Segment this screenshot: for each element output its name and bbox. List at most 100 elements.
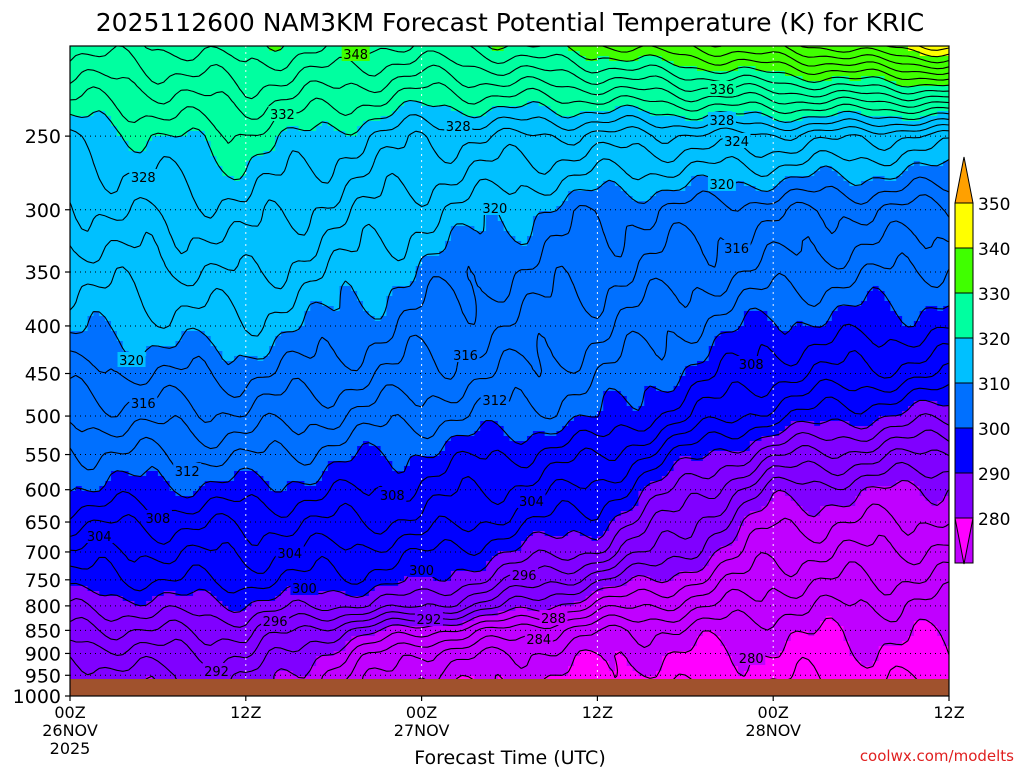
fill-cell xyxy=(263,146,269,152)
fill-cell xyxy=(164,196,170,202)
fill-cell xyxy=(621,81,627,87)
fill-cell xyxy=(457,186,463,192)
fill-cell xyxy=(345,66,351,72)
fill-cell xyxy=(492,161,498,167)
fill-cell xyxy=(896,196,902,202)
fill-cell xyxy=(357,161,363,167)
fill-cell xyxy=(656,161,662,167)
fill-cell xyxy=(697,181,703,187)
fill-cell xyxy=(914,166,920,172)
fill-cell xyxy=(463,71,469,77)
fill-cell xyxy=(697,141,703,147)
fill-cell xyxy=(211,116,217,122)
fill-cell xyxy=(228,91,234,97)
fill-cell xyxy=(539,121,545,127)
fill-cell xyxy=(697,81,703,87)
fill-cell xyxy=(597,191,603,197)
fill-cell xyxy=(761,46,767,52)
fill-cell xyxy=(410,206,416,212)
fill-cell xyxy=(715,171,721,177)
fill-cell xyxy=(445,166,451,172)
fill-cell xyxy=(187,61,193,67)
fill-cell xyxy=(521,166,527,172)
fill-cell xyxy=(615,171,621,177)
fill-cell xyxy=(504,161,510,167)
fill-cell xyxy=(756,96,762,102)
fill-cell xyxy=(615,61,621,67)
fill-cell xyxy=(316,196,322,202)
fill-cell xyxy=(703,151,709,157)
fill-cell xyxy=(738,61,744,67)
fill-cell xyxy=(556,61,562,67)
fill-cell xyxy=(920,141,926,147)
fill-cell xyxy=(275,156,281,162)
fill-cell xyxy=(720,106,726,112)
fill-cell xyxy=(328,136,334,142)
fill-cell xyxy=(879,151,885,157)
fill-cell xyxy=(908,171,914,177)
fill-cell xyxy=(492,66,498,72)
fill-cell xyxy=(164,206,170,212)
fill-cell xyxy=(287,171,293,177)
fill-cell xyxy=(580,181,586,187)
fill-cell xyxy=(849,186,855,192)
fill-cell xyxy=(510,196,516,202)
fill-cell xyxy=(117,96,123,102)
fill-cell xyxy=(310,86,316,92)
chart-title: 2025112600 NAM3KM Forecast Potential Tem… xyxy=(96,8,924,37)
fill-cell xyxy=(375,186,381,192)
fill-cell xyxy=(316,126,322,132)
fill-cell xyxy=(562,151,568,157)
fill-cell xyxy=(375,176,381,182)
fill-cell xyxy=(205,51,211,57)
fill-cell xyxy=(656,176,662,182)
fill-cell xyxy=(521,186,527,192)
fill-cell xyxy=(187,211,193,217)
fill-cell xyxy=(211,101,217,107)
fill-cell xyxy=(199,81,205,87)
fill-cell xyxy=(463,91,469,97)
fill-cell xyxy=(744,116,750,122)
fill-cell xyxy=(88,101,94,107)
fill-cell xyxy=(427,76,433,82)
fill-cell xyxy=(228,146,234,152)
fill-cell xyxy=(117,101,123,107)
fill-cell xyxy=(164,126,170,132)
fill-cell xyxy=(597,176,603,182)
fill-cell xyxy=(152,126,158,132)
fill-cell xyxy=(926,81,932,87)
fill-cell xyxy=(785,181,791,187)
fill-cell xyxy=(931,51,937,57)
fill-cell xyxy=(316,161,322,167)
fill-cell xyxy=(123,81,129,87)
fill-cell xyxy=(937,171,943,177)
fill-cell xyxy=(890,56,896,62)
fill-cell xyxy=(392,71,398,77)
fill-cell xyxy=(205,111,211,117)
fill-cell xyxy=(545,191,551,197)
fill-cell xyxy=(644,56,650,62)
fill-cell xyxy=(785,96,791,102)
fill-cell xyxy=(299,201,305,207)
fill-cell xyxy=(738,106,744,112)
fill-cell xyxy=(679,156,685,162)
fill-cell xyxy=(779,206,785,212)
fill-cell xyxy=(621,46,627,52)
fill-cell xyxy=(322,126,328,132)
fill-cell xyxy=(105,81,111,87)
fill-cell xyxy=(170,176,176,182)
fill-cell xyxy=(773,96,779,102)
fill-cell xyxy=(111,211,117,217)
fill-cell xyxy=(715,156,721,162)
fill-cell xyxy=(76,156,82,162)
fill-cell xyxy=(99,101,105,107)
fill-cell xyxy=(234,66,240,72)
fill-cell xyxy=(551,171,557,177)
fill-cell xyxy=(468,51,474,57)
fill-cell xyxy=(175,121,181,127)
fill-cell xyxy=(849,141,855,147)
fill-cell xyxy=(539,151,545,157)
fill-cell xyxy=(539,46,545,52)
fill-cell xyxy=(158,171,164,177)
fill-cell xyxy=(844,201,850,207)
